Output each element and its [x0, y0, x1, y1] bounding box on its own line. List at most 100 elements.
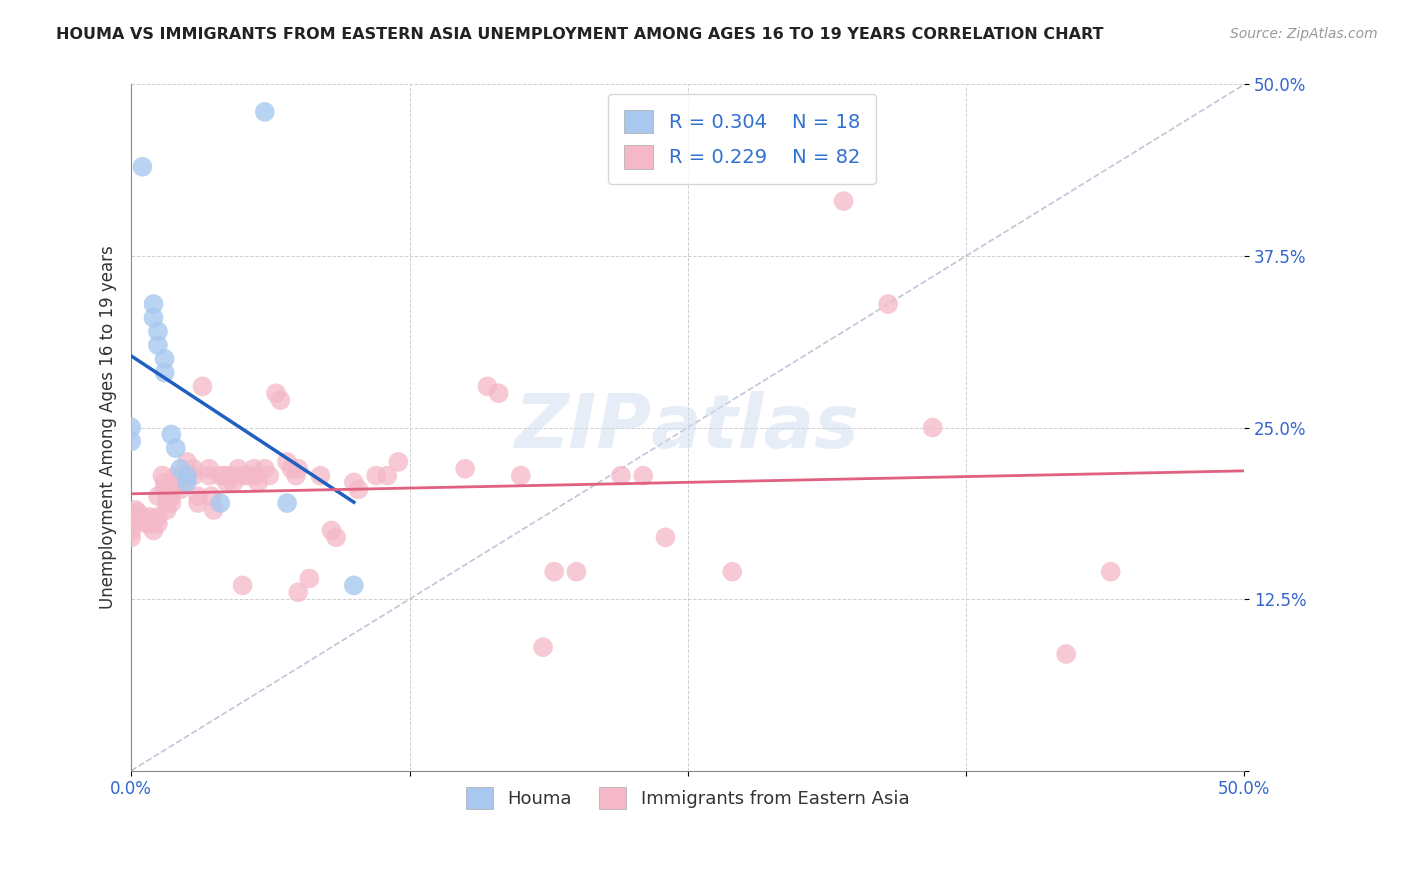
Point — [222, 475, 245, 490]
Point — [221, 468, 243, 483]
Point — [721, 565, 744, 579]
Point — [183, 468, 205, 483]
Point — [187, 489, 209, 503]
Point — [921, 420, 943, 434]
Point — [309, 468, 332, 483]
Point — [264, 386, 287, 401]
Point — [1099, 565, 1122, 579]
Point — [287, 461, 309, 475]
Text: HOUMA VS IMMIGRANTS FROM EASTERN ASIA UNEMPLOYMENT AMONG AGES 16 TO 19 YEARS COR: HOUMA VS IMMIGRANTS FROM EASTERN ASIA UN… — [56, 27, 1104, 42]
Point — [120, 524, 142, 538]
Point — [120, 434, 142, 449]
Point — [375, 468, 398, 483]
Point — [169, 483, 191, 497]
Point — [232, 578, 254, 592]
Point — [138, 516, 160, 531]
Point — [245, 468, 267, 483]
Point — [138, 509, 160, 524]
Point — [169, 461, 191, 475]
Point — [153, 483, 176, 497]
Point — [172, 468, 194, 483]
Point — [1054, 647, 1077, 661]
Point — [209, 468, 232, 483]
Point — [187, 496, 209, 510]
Point — [253, 104, 276, 119]
Point — [343, 475, 366, 490]
Point — [146, 325, 169, 339]
Point — [654, 530, 676, 544]
Point — [242, 461, 264, 475]
Point — [142, 524, 165, 538]
Point — [325, 530, 347, 544]
Point — [565, 565, 588, 579]
Legend: Houma, Immigrants from Eastern Asia: Houma, Immigrants from Eastern Asia — [451, 772, 924, 823]
Text: ZIP​atlas: ZIP​atlas — [516, 391, 860, 464]
Point — [176, 455, 198, 469]
Point — [176, 468, 198, 483]
Point — [135, 516, 157, 531]
Point — [165, 475, 187, 490]
Point — [259, 468, 281, 483]
Point — [120, 516, 142, 531]
Point — [209, 496, 232, 510]
Point — [236, 468, 259, 483]
Point — [454, 461, 477, 475]
Point — [153, 351, 176, 366]
Point — [200, 489, 222, 503]
Point — [120, 530, 142, 544]
Point — [347, 483, 370, 497]
Point — [156, 503, 179, 517]
Point — [120, 509, 142, 524]
Point — [477, 379, 499, 393]
Point — [276, 455, 298, 469]
Point — [146, 338, 169, 352]
Point — [232, 468, 254, 483]
Point — [198, 468, 221, 483]
Point — [610, 468, 633, 483]
Y-axis label: Unemployment Among Ages 16 to 19 years: Unemployment Among Ages 16 to 19 years — [100, 245, 117, 609]
Point — [153, 366, 176, 380]
Point — [152, 468, 174, 483]
Point — [173, 475, 195, 490]
Point — [633, 468, 655, 483]
Point — [160, 496, 183, 510]
Point — [120, 512, 142, 526]
Text: Source: ZipAtlas.com: Source: ZipAtlas.com — [1230, 27, 1378, 41]
Point — [366, 468, 388, 483]
Point — [131, 509, 153, 524]
Point — [877, 297, 900, 311]
Point — [160, 427, 183, 442]
Point — [142, 297, 165, 311]
Point — [198, 461, 221, 475]
Point — [156, 496, 179, 510]
Point — [146, 509, 169, 524]
Point — [202, 503, 225, 517]
Point — [343, 578, 366, 592]
Point — [165, 441, 187, 455]
Point — [287, 585, 309, 599]
Point — [165, 468, 187, 483]
Point — [120, 420, 142, 434]
Point — [832, 194, 855, 208]
Point — [321, 524, 343, 538]
Point — [247, 475, 270, 490]
Point — [280, 461, 302, 475]
Point — [146, 516, 169, 531]
Point — [531, 640, 554, 655]
Point — [183, 461, 205, 475]
Point — [215, 475, 238, 490]
Point — [131, 160, 153, 174]
Point — [146, 489, 169, 503]
Point — [276, 496, 298, 510]
Point — [269, 393, 291, 408]
Point — [142, 310, 165, 325]
Point — [488, 386, 510, 401]
Point — [509, 468, 531, 483]
Point — [176, 475, 198, 490]
Point — [285, 468, 308, 483]
Point — [226, 461, 249, 475]
Point — [387, 455, 409, 469]
Point — [253, 461, 276, 475]
Point — [214, 468, 236, 483]
Point — [127, 506, 149, 520]
